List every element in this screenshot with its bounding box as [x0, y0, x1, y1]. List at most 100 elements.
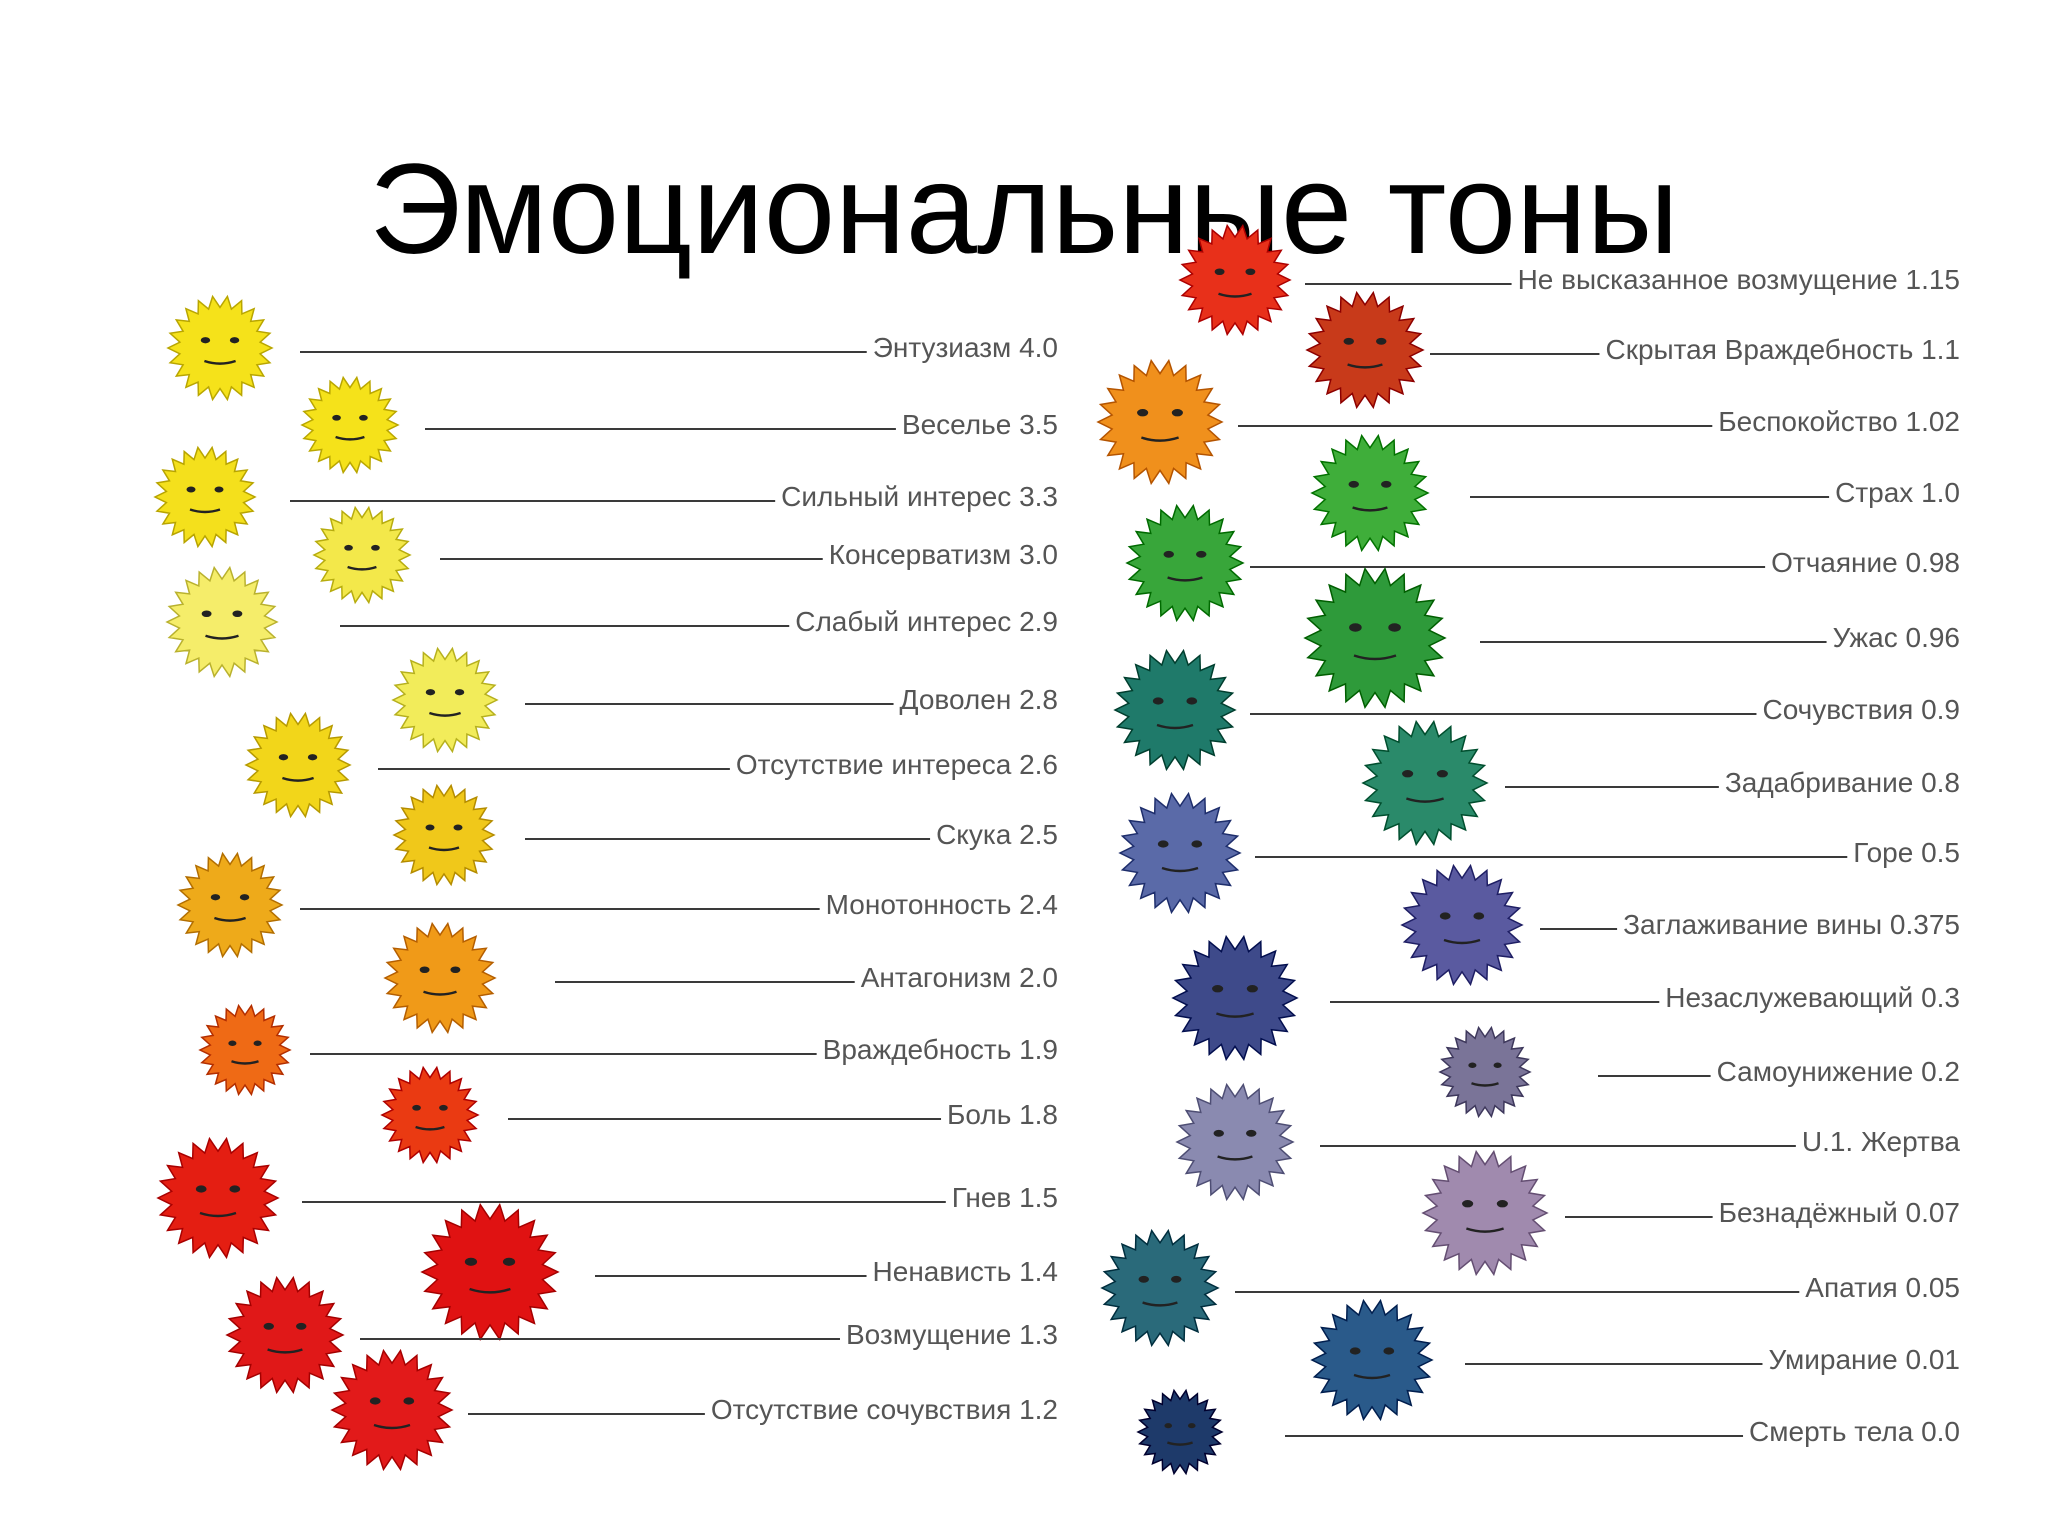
creature-eye-left: [1349, 1347, 1361, 1355]
left_column-tone-row: Отсутствие интереса 2.6: [244, 711, 1058, 819]
creature-body: [1125, 503, 1245, 623]
tone-label: Самоунижение 0.2: [1717, 1056, 1960, 1087]
creature-body: [392, 783, 496, 887]
creature-body: [153, 445, 257, 549]
creature-body: [165, 565, 279, 679]
tone-label: Безнадёжный 0.07: [1719, 1197, 1960, 1228]
creature-body: [1310, 433, 1430, 553]
right-column-tones: Не высказанное возмущение 1.15 Скрытая Вр…: [1096, 223, 1960, 1476]
creature-eye-left: [1164, 1423, 1173, 1429]
creature-mouth: [1167, 1441, 1193, 1446]
creature-eye-right: [1245, 268, 1256, 276]
creature-body: [244, 711, 352, 819]
tone-label: Доволен 2.8: [900, 684, 1058, 715]
tone-label: Скрытая Враждебность 1.1: [1605, 334, 1960, 365]
creature-eye-left: [1214, 268, 1225, 276]
creature-eye-left: [425, 824, 435, 831]
creature-body: [198, 1003, 292, 1097]
creature-body: [1303, 567, 1447, 709]
creature-eye-left: [210, 894, 221, 901]
creature-body: [1118, 791, 1242, 915]
creature-eye-right: [1187, 1423, 1196, 1429]
creature-mouth: [1216, 1012, 1254, 1018]
creature-eye-left: [1157, 840, 1169, 848]
creature-eye-left: [1163, 550, 1174, 558]
creature-body: [383, 921, 497, 1035]
creature-eye-left: [1138, 1275, 1149, 1283]
creature-eye-left: [201, 610, 212, 618]
tone-creature-icon: [392, 783, 496, 887]
creature-body: [1361, 719, 1489, 847]
creature-eye-right: [439, 1104, 448, 1111]
creature-mouth: [1217, 1155, 1253, 1161]
tone-creature-icon: [391, 646, 499, 754]
left_column-tone-row: Гнев 1.5: [156, 1136, 1058, 1260]
creature-eye-right: [502, 1257, 516, 1266]
creature-body: [1113, 648, 1237, 772]
creature-eye-right: [371, 544, 380, 551]
tone-creature-icon: [330, 1348, 454, 1472]
tone-creature-icon: [1171, 934, 1299, 1062]
tone-creature-icon: [383, 921, 497, 1035]
tone-label: Страх 1.0: [1835, 477, 1960, 508]
creature-eye-right: [450, 966, 461, 974]
creature-mouth: [415, 1125, 445, 1131]
left_column-tone-row: Сильный интерес 3.3: [153, 445, 1058, 549]
right_column-tone-row: Ужас 0.96: [1303, 567, 1960, 709]
right_column-tone-row: Незаслужевающий 0.3: [1171, 934, 1960, 1062]
creature-mouth: [1443, 938, 1481, 945]
creature-eye-left: [1402, 769, 1414, 778]
creature-eye-left: [1348, 480, 1359, 488]
creature-eye-left: [1462, 1199, 1474, 1208]
creature-mouth: [1353, 654, 1397, 661]
creature-mouth: [1466, 1227, 1504, 1233]
tone-label: Апатия 0.05: [1805, 1272, 1960, 1303]
tone-label: Отсутствие интереса 2.6: [736, 749, 1058, 780]
creature-body: [1310, 1298, 1434, 1422]
tone-creature-icon: [1125, 503, 1245, 623]
creature-eye-right: [1171, 408, 1183, 417]
creature-eye-right: [1381, 480, 1392, 488]
creature-eye-right: [229, 1185, 241, 1193]
left_column-tone-row: Энтузиазм 4.0: [166, 294, 1058, 402]
creature-eye-left: [1343, 337, 1354, 345]
creature-mouth: [373, 1423, 411, 1430]
tone-label: Незаслужевающий 0.3: [1665, 982, 1960, 1013]
tone-label: Заглаживание вины 0.375: [1623, 909, 1960, 940]
tone-creature-icon: [380, 1065, 480, 1165]
creature-mouth: [1161, 866, 1199, 873]
tone-creature-icon: [1361, 719, 1489, 847]
creature-eye-right: [296, 1322, 307, 1330]
tone-label: Скука 2.5: [936, 819, 1058, 850]
creature-eye-left: [332, 414, 341, 421]
creature-body: [1178, 223, 1292, 337]
tone-creature-icon: [244, 711, 352, 819]
right_column-tone-row: Сочувствия 0.9: [1113, 648, 1960, 772]
left_column-tone-row: Веселье 3.5: [300, 375, 1058, 475]
creature-eye-right: [239, 894, 250, 901]
left_column-tone-row: Ненависть 1.4: [420, 1202, 1058, 1342]
creature-eye-left: [1212, 984, 1224, 993]
creature-eye-right: [253, 1040, 262, 1046]
tone-creature-icon: [176, 851, 284, 959]
tone-label: Сильный интерес 3.3: [781, 481, 1058, 512]
tone-label: Умирание 0.01: [1768, 1344, 1960, 1375]
creature-mouth: [267, 1348, 303, 1354]
creature-eye-left: [1152, 697, 1164, 705]
tone-label: Ненависть 1.4: [873, 1256, 1058, 1287]
creature-mouth: [1156, 723, 1194, 730]
creature-eye-left: [195, 1185, 207, 1193]
tone-creature-icon: [1178, 223, 1292, 337]
tone-creature-icon: [1310, 1298, 1434, 1422]
tone-creature-icon: [225, 1275, 345, 1395]
left_column-tone-row: Боль 1.8: [380, 1065, 1058, 1165]
tone-creature-icon: [312, 505, 412, 605]
creature-eye-right: [232, 610, 243, 618]
creature-body: [1438, 1025, 1532, 1119]
creature-body: [1096, 358, 1224, 486]
creature-mouth: [204, 359, 236, 365]
tone-creature-icon: [166, 294, 274, 402]
tone-creature-icon: [1421, 1149, 1549, 1277]
tone-label: Энтузиазм 4.0: [873, 332, 1058, 363]
creature-mouth: [1352, 506, 1388, 512]
